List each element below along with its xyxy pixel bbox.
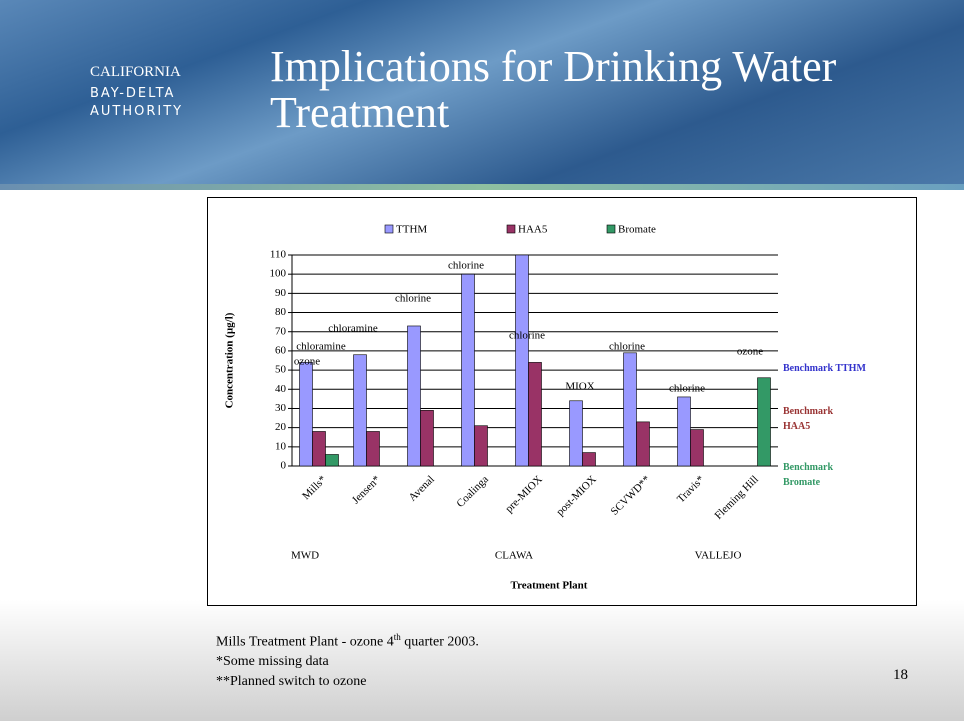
x-tick-label: Fleming Hill	[712, 473, 760, 521]
bar-annotation: chlorine	[395, 293, 431, 305]
bar	[354, 355, 367, 466]
bar-annotation: chloramine	[296, 341, 346, 353]
x-tick-label: Jensen*	[350, 473, 383, 506]
bar-annotation: ozone	[737, 346, 763, 358]
note-text: Mills Treatment Plant - ozone 4	[216, 635, 394, 650]
bar	[300, 362, 313, 466]
group-label: CLAWA	[495, 550, 533, 562]
note: **Planned switch to ozone	[216, 674, 366, 690]
x-tick-label: post-MIOX	[554, 473, 599, 518]
bar	[326, 454, 339, 466]
bar	[462, 274, 475, 466]
bar	[570, 401, 583, 466]
benchmark-label: Benchmark HAA5	[783, 404, 843, 434]
y-tick-label: 90	[275, 287, 287, 299]
benchmark-label: Benchmark Bromate	[783, 460, 843, 490]
bar	[758, 378, 771, 466]
y-tick-label: 0	[281, 460, 287, 472]
y-axis-title: Concentration (µg/l)	[224, 312, 236, 408]
y-tick-label: 30	[275, 402, 287, 414]
x-tick-label: Coalinga	[454, 473, 491, 510]
bar-annotation: chloramine	[328, 323, 378, 335]
bar	[421, 410, 434, 466]
bar-annotation: chlorine	[669, 383, 705, 395]
note-sup: th	[394, 632, 401, 642]
bar	[367, 431, 380, 466]
legend-swatch	[607, 225, 615, 233]
bar	[516, 255, 529, 466]
x-tick-label: Mills*	[300, 473, 329, 502]
bar	[313, 431, 326, 466]
page-number: 18	[893, 667, 908, 684]
y-tick-label: 40	[275, 383, 287, 395]
y-tick-label: 20	[275, 421, 287, 433]
note: *Some missing data	[216, 654, 329, 670]
y-tick-label: 70	[275, 325, 287, 337]
y-tick-label: 100	[270, 268, 287, 280]
bar-annotation: chlorine	[509, 330, 545, 342]
bar	[583, 453, 596, 466]
legend-label: HAA5	[518, 224, 548, 236]
note-text: quarter 2003.	[401, 635, 479, 650]
bar	[475, 426, 488, 466]
legend-swatch	[385, 225, 393, 233]
bar	[408, 326, 421, 466]
bar	[637, 422, 650, 466]
x-tick-label: SCVWD**	[609, 473, 653, 517]
legend-label: TTHM	[396, 224, 427, 236]
x-axis-title: Treatment Plant	[511, 580, 588, 592]
bar-annotation: chlorine	[609, 341, 645, 353]
note: Mills Treatment Plant - ozone 4th quarte…	[216, 632, 479, 651]
legend-label: Bromate	[618, 224, 656, 236]
group-label: MWD	[291, 550, 319, 562]
x-tick-label: Travis*	[675, 473, 707, 505]
legend-swatch	[507, 225, 515, 233]
x-tick-label: Avenal	[407, 473, 437, 503]
y-tick-label: 50	[275, 364, 287, 376]
y-tick-label: 110	[270, 249, 287, 261]
slide: CALIFORNIA BAY-DELTA AUTHORITY Implicati…	[0, 0, 964, 721]
y-tick-label: 80	[275, 306, 287, 318]
bar-annotation: MIOX	[565, 381, 594, 393]
bar	[678, 397, 691, 466]
bar	[529, 362, 542, 466]
y-tick-label: 60	[275, 344, 287, 356]
bar-annotation: chlorine	[448, 260, 484, 272]
bar-annotation: ozone	[294, 356, 320, 368]
group-label: VALLEJO	[695, 550, 742, 562]
bar	[691, 430, 704, 466]
x-tick-label: pre-MIOX	[503, 473, 545, 515]
benchmark-label: Benchmark TTHM	[783, 361, 893, 376]
y-tick-label: 10	[275, 440, 287, 452]
bar	[624, 353, 637, 466]
